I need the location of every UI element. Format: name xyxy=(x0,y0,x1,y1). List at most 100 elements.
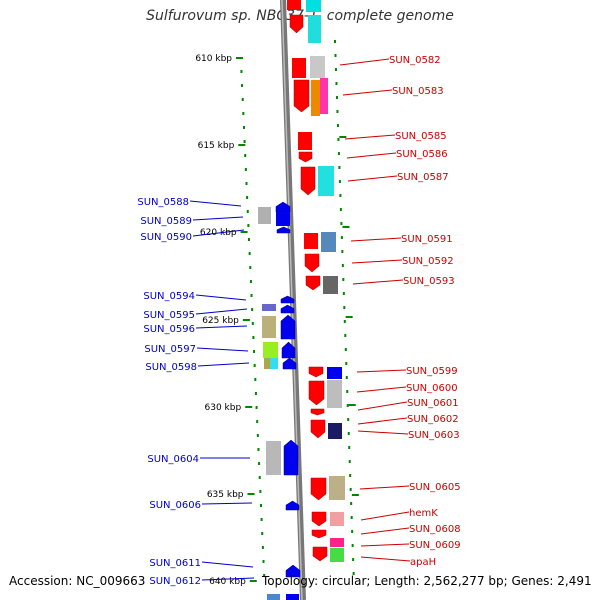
reverse-gene-leader xyxy=(197,362,250,367)
forward-gene-block[interactable] xyxy=(298,132,312,150)
forward-gene-block[interactable] xyxy=(328,423,342,439)
forward-gene-label[interactable]: SUN_0593 xyxy=(403,276,455,287)
ruler-dot xyxy=(248,252,251,255)
forward-gene-label[interactable]: apaH xyxy=(410,557,436,568)
forward-gene-label[interactable]: SUN_0591 xyxy=(401,234,453,245)
reverse-gene-arrow[interactable] xyxy=(280,295,295,304)
forward-gene-label[interactable]: SUN_0586 xyxy=(396,149,448,160)
forward-gene-label[interactable]: SUN_0605 xyxy=(409,482,461,493)
forward-gene-block[interactable] xyxy=(320,78,328,114)
ruler-major-tick xyxy=(345,316,353,318)
forward-gene-block[interactable] xyxy=(308,15,321,43)
reverse-gene-label[interactable]: SUN_0597 xyxy=(144,344,196,355)
ruler-dot xyxy=(253,350,256,353)
ruler-dot xyxy=(242,112,245,115)
reverse-gene-block[interactable] xyxy=(276,212,290,226)
topology-text: Topology: circular; Length: 2,562,277 bp… xyxy=(262,574,592,588)
forward-gene-arrow[interactable] xyxy=(310,419,326,439)
reverse-gene-label[interactable]: SUN_0589 xyxy=(140,216,192,227)
kbp-tick-label: 635 kbp xyxy=(207,490,244,500)
ruler-dot xyxy=(252,336,255,339)
forward-gene-block[interactable] xyxy=(327,380,342,408)
reverse-gene-arrow[interactable] xyxy=(285,500,300,511)
reverse-gene-label[interactable]: SUN_0598 xyxy=(145,362,197,373)
forward-gene-block[interactable] xyxy=(304,233,318,249)
ruler-dot xyxy=(248,238,251,241)
ruler-dot xyxy=(349,488,352,491)
forward-gene-label[interactable]: SUN_0609 xyxy=(409,540,461,551)
forward-gene-label[interactable]: SUN_0585 xyxy=(395,131,447,142)
forward-gene-arrow[interactable] xyxy=(310,408,325,416)
forward-gene-arrow[interactable] xyxy=(312,546,328,562)
reverse-gene-block[interactable] xyxy=(263,342,278,358)
forward-gene-label[interactable]: SUN_0599 xyxy=(406,366,458,377)
reverse-gene-label[interactable]: SUN_0604 xyxy=(147,454,199,465)
forward-gene-block[interactable] xyxy=(292,58,306,78)
reverse-gene-leader xyxy=(201,577,255,581)
forward-gene-label[interactable]: hemK xyxy=(409,508,438,519)
reverse-gene-label[interactable]: SUN_0595 xyxy=(143,310,195,321)
reverse-gene-arrow[interactable] xyxy=(280,314,296,340)
reverse-gene-arrow[interactable] xyxy=(282,357,297,370)
reverse-gene-label[interactable]: SUN_0596 xyxy=(143,324,195,335)
forward-gene-arrow[interactable] xyxy=(304,253,320,273)
reverse-gene-label[interactable]: SUN_0594 xyxy=(143,291,195,302)
forward-gene-leader xyxy=(342,89,393,96)
forward-gene-label[interactable]: SUN_0602 xyxy=(407,414,459,425)
forward-gene-label[interactable]: SUN_0603 xyxy=(408,430,460,441)
forward-gene-arrow[interactable] xyxy=(310,477,327,501)
forward-gene-label[interactable]: SUN_0583 xyxy=(392,86,444,97)
ruler-dot xyxy=(334,40,336,43)
reverse-gene-label[interactable]: SUN_0612 xyxy=(149,576,201,587)
reverse-gene-arrow[interactable] xyxy=(276,226,291,234)
reverse-gene-arrow[interactable] xyxy=(283,439,299,476)
forward-gene-block[interactable] xyxy=(287,0,301,10)
reverse-gene-label[interactable]: SUN_0611 xyxy=(149,558,201,569)
forward-gene-block[interactable] xyxy=(329,476,345,500)
ruler-dot xyxy=(346,404,349,407)
reverse-gene-block[interactable] xyxy=(258,207,271,224)
reverse-gene-block[interactable] xyxy=(262,316,276,338)
forward-gene-block[interactable] xyxy=(327,367,342,379)
reverse-gene-label[interactable]: SUN_0606 xyxy=(149,500,201,511)
forward-gene-arrow[interactable] xyxy=(308,366,324,378)
forward-gene-label[interactable]: SUN_0600 xyxy=(406,383,458,394)
reverse-gene-block[interactable] xyxy=(264,358,270,369)
reverse-gene-block[interactable] xyxy=(286,594,299,600)
forward-gene-arrow[interactable] xyxy=(289,14,304,34)
forward-gene-label[interactable]: SUN_0592 xyxy=(402,256,454,267)
forward-gene-block[interactable] xyxy=(306,0,321,12)
forward-gene-arrow[interactable] xyxy=(308,380,325,406)
forward-gene-block[interactable] xyxy=(330,548,344,562)
forward-gene-arrow[interactable] xyxy=(311,511,327,527)
forward-gene-block[interactable] xyxy=(321,232,336,252)
forward-gene-block[interactable] xyxy=(330,538,344,547)
forward-gene-label[interactable]: SUN_0582 xyxy=(389,55,441,66)
reverse-gene-block[interactable] xyxy=(270,358,278,369)
reverse-gene-arrow[interactable] xyxy=(280,304,295,314)
forward-gene-arrow[interactable] xyxy=(298,151,313,163)
reverse-gene-block[interactable] xyxy=(262,304,276,311)
forward-gene-leader xyxy=(352,279,404,285)
forward-gene-block[interactable] xyxy=(311,80,320,116)
reverse-gene-block[interactable] xyxy=(267,594,280,600)
ruler-dot xyxy=(258,462,261,465)
reverse-gene-leader xyxy=(195,325,248,329)
forward-gene-block[interactable] xyxy=(310,56,325,78)
reverse-gene-label[interactable]: SUN_0590 xyxy=(140,232,192,243)
forward-gene-block[interactable] xyxy=(323,276,338,294)
forward-gene-block[interactable] xyxy=(318,166,334,196)
reverse-gene-block[interactable] xyxy=(266,441,281,475)
reverse-gene-label[interactable]: SUN_0588 xyxy=(137,197,189,208)
forward-gene-leader xyxy=(360,556,411,562)
forward-gene-arrow[interactable] xyxy=(311,529,327,539)
forward-gene-block[interactable] xyxy=(330,512,344,526)
forward-gene-label[interactable]: SUN_0608 xyxy=(409,524,461,535)
reverse-gene-arrow[interactable] xyxy=(281,341,296,359)
reverse-gene-arrow[interactable] xyxy=(285,564,301,578)
forward-gene-label[interactable]: SUN_0587 xyxy=(397,172,449,183)
forward-gene-arrow[interactable] xyxy=(305,275,321,291)
forward-gene-arrow[interactable] xyxy=(293,79,310,113)
forward-gene-label[interactable]: SUN_0601 xyxy=(407,398,459,409)
forward-gene-arrow[interactable] xyxy=(300,166,316,196)
